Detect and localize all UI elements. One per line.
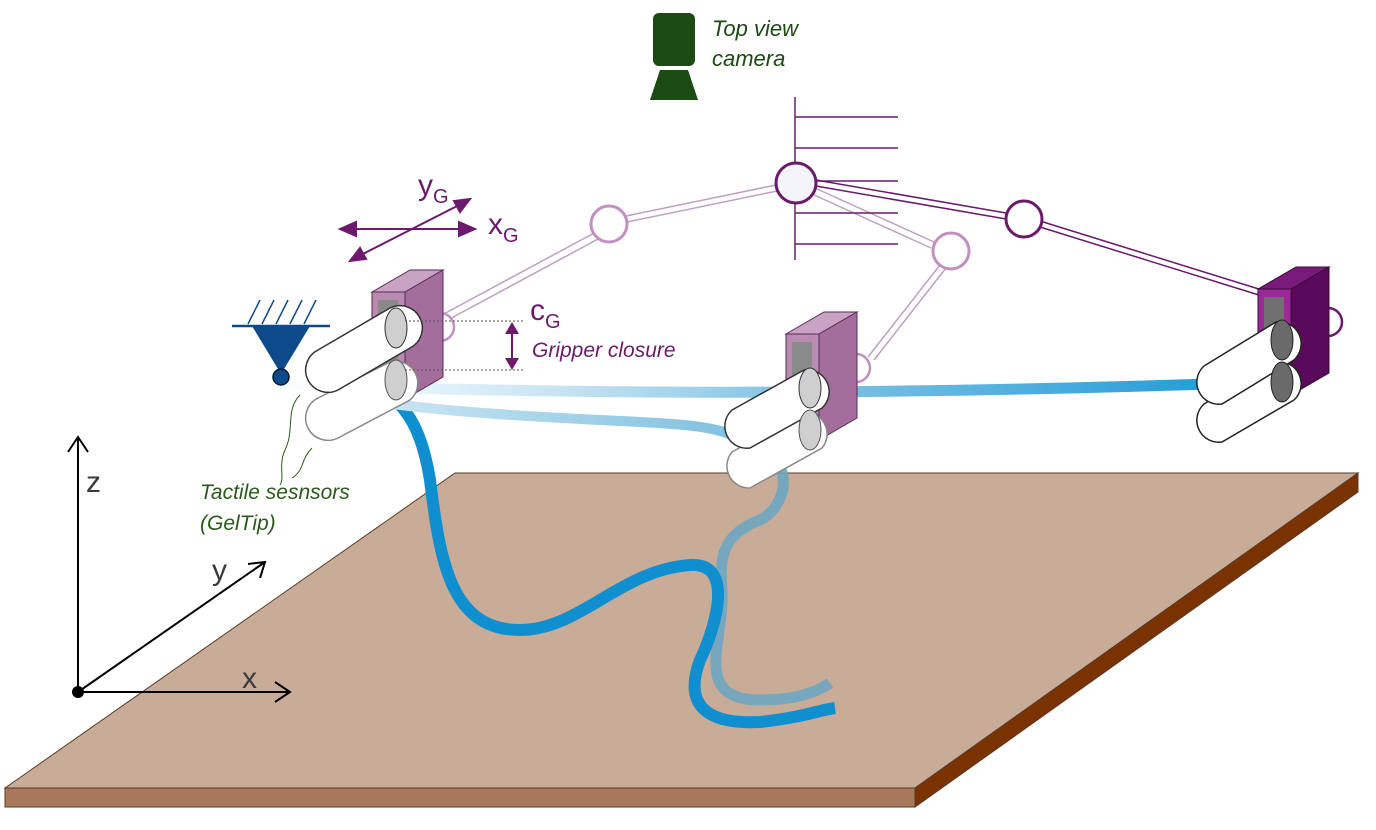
table <box>3 472 1360 808</box>
world-axes <box>67 435 292 703</box>
camera-icon <box>650 13 698 100</box>
camera-label-line1: Top view <box>712 16 800 41</box>
world-origin <box>72 686 84 698</box>
closure-c-label: cG <box>530 294 561 333</box>
gripper-left <box>304 269 445 442</box>
joint-dark <box>1004 199 1044 239</box>
joint-1-faded <box>589 204 629 244</box>
closure-indicator <box>405 320 525 371</box>
table-side-edge <box>914 472 1359 808</box>
cable-ghost-lower <box>329 390 743 445</box>
gripper-frame-axes <box>337 197 478 263</box>
gripper-frame-y-label: yG <box>418 169 449 208</box>
cable-on-table <box>339 374 836 729</box>
joint-base <box>774 161 818 205</box>
robot-links-faded <box>439 184 947 361</box>
camera-label-line2: camera <box>712 46 785 71</box>
gripper-right <box>1196 266 1331 443</box>
axis-z-label: z <box>86 466 101 499</box>
tactile-label-line1: Tactile sesnsors <box>200 481 350 504</box>
axis-x-label: x <box>242 662 257 695</box>
joint-2-faded <box>931 231 971 271</box>
axis-y-label: y <box>212 554 227 587</box>
tactile-callout-lines <box>279 394 313 486</box>
closure-caption: Gripper closure <box>532 339 676 362</box>
table-front-edge <box>4 787 916 808</box>
tactile-label-line2: (GelTip) <box>200 512 276 535</box>
robot-links-dark <box>815 179 1263 297</box>
gripper-middle <box>724 311 859 489</box>
gripper-frame-x-label: xG <box>488 208 519 247</box>
cable-anchor <box>232 299 330 386</box>
